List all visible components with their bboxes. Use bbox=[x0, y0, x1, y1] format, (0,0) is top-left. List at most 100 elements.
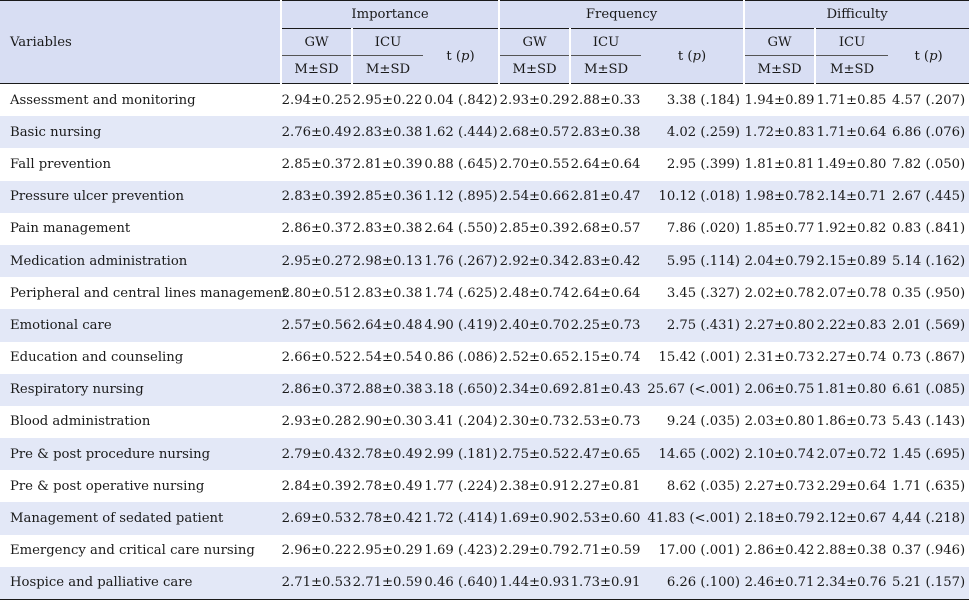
importance-icu-cell: 2.78±0.49 bbox=[352, 438, 423, 471]
difficulty-icu-cell: 2.27±0.74 bbox=[816, 350, 887, 366]
importance-header: Importance bbox=[279, 0, 500, 29]
row-label: Assessment and monitoring bbox=[10, 92, 196, 108]
frequency-icu-cell: 2.64±0.64 bbox=[570, 156, 641, 172]
importance-icu-cell: 2.78±0.49 bbox=[352, 478, 423, 494]
importance-t-cell: 1.76 (.267) bbox=[423, 244, 500, 278]
frequency-gw-cell: 1.44±0.93 bbox=[499, 566, 571, 600]
difficulty-gw-cell: 2.86±0.42 bbox=[744, 543, 815, 559]
frequency-icu-cell: 2.25±0.73 bbox=[570, 309, 642, 342]
variables-header: Variables bbox=[0, 0, 281, 84]
row-label: Pre & post procedure nursing bbox=[0, 438, 281, 471]
row-label: Pain management bbox=[10, 221, 131, 237]
difficulty-t-cell: 5.43 (.143) bbox=[891, 414, 966, 430]
importance-icu-cell: 2.83±0.38 bbox=[352, 221, 423, 237]
difficulty-t-cell: 0.35 (.950) bbox=[891, 285, 966, 301]
importance-t-cell: 1.69 (.423) bbox=[424, 543, 498, 559]
importance-icu-cell: 2.95±0.22 bbox=[352, 92, 423, 108]
importance-t-cell: 0.04 (.842) bbox=[424, 92, 498, 108]
frequency-icu-cell: 2.81±0.43 bbox=[570, 373, 642, 406]
row-label: Respiratory nursing bbox=[0, 373, 281, 406]
row-label: Emergency and critical care nursing bbox=[10, 543, 255, 559]
importance-t-cell: 0.88 (.645) bbox=[424, 156, 498, 172]
importance-t-cell: 2.99 (.181) bbox=[423, 438, 500, 471]
difficulty-gw-cell: 1.94±0.89 bbox=[744, 92, 815, 108]
difficulty-gw-cell: 2.46±0.71 bbox=[744, 566, 816, 600]
difficulty-icu-cell: 1.49±0.80 bbox=[816, 156, 887, 172]
difficulty-icu-cell: 1.92±0.82 bbox=[816, 221, 887, 237]
frequency-icu-cell: 2.81±0.47 bbox=[570, 180, 642, 213]
importance-gw-cell: 2.86±0.37 bbox=[281, 221, 352, 237]
difficulty-icu-cell: 2.14±0.71 bbox=[815, 180, 889, 213]
importance-t-cell: 1.62 (.444) bbox=[423, 116, 500, 149]
difficulty-gw-cell: 2.06±0.75 bbox=[744, 373, 816, 406]
table-row: Hospice and palliative care 2.71±0.53 2.71… bbox=[0, 566, 969, 600]
importance-t-cell: 2.64 (.550) bbox=[424, 221, 498, 237]
difficulty-t-cell: 5.21 (.157) bbox=[888, 566, 969, 600]
difficulty-gw-cell: 2.27±0.73 bbox=[744, 478, 815, 494]
table-row: Medication administration 2.95±0.27 2.98±0… bbox=[0, 244, 969, 278]
frequency-gw-cell: 2.38±0.91 bbox=[499, 478, 570, 494]
frequency-gw-cell: 2.52±0.65 bbox=[499, 350, 570, 366]
importance-icu-cell: 2.88±0.38 bbox=[352, 373, 423, 406]
frequency-t-cell: 25.67 (<.001) bbox=[641, 373, 745, 406]
frequency-gw-cell: 1.69±0.90 bbox=[499, 502, 571, 535]
importance-t-cell: 3.41 (.204) bbox=[424, 414, 498, 430]
importance-gw-cell: 2.80±0.51 bbox=[281, 285, 352, 301]
difficulty-t-cell: 5.14 (.162) bbox=[888, 244, 969, 278]
difficulty-icu-cell: 1.86±0.73 bbox=[816, 414, 887, 430]
importance-gw-cell: 2.79±0.43 bbox=[281, 438, 352, 471]
difficulty-gw-cell: 2.02±0.78 bbox=[744, 285, 815, 301]
frequency-t-header: t (p) bbox=[641, 28, 745, 84]
t-p-label: t (p) bbox=[914, 48, 943, 64]
frequency-icu-cell: 2.64±0.64 bbox=[570, 285, 641, 301]
difficulty-t-cell: 4,44 (.218) bbox=[888, 502, 969, 535]
difficulty-icu-msd: M±SD bbox=[814, 55, 889, 84]
frequency-gw-cell: 2.68±0.57 bbox=[499, 116, 571, 149]
table-row: Assessment and monitoring 2.94±0.25 2.95±0… bbox=[0, 84, 969, 117]
t-p-label: t (p) bbox=[677, 48, 707, 64]
difficulty-t-cell: 1.45 (.695) bbox=[888, 438, 969, 471]
difficulty-icu-cell: 2.34±0.76 bbox=[815, 566, 889, 600]
row-label: Blood administration bbox=[10, 414, 151, 430]
row-label: Emotional care bbox=[0, 309, 281, 342]
difficulty-t-cell: 2.01 (.569) bbox=[888, 309, 969, 342]
table-body: Assessment and monitoring 2.94±0.25 2.95±0… bbox=[0, 84, 969, 600]
row-label: Pressure ulcer prevention bbox=[0, 180, 281, 213]
importance-icu-cell: 2.64±0.48 bbox=[352, 309, 423, 342]
importance-icu-cell: 2.81±0.39 bbox=[352, 156, 423, 172]
difficulty-icu-cell: 2.88±0.38 bbox=[816, 543, 887, 559]
frequency-t-cell: 14.65 (.002) bbox=[641, 438, 745, 471]
importance-icu-cell: 2.98±0.13 bbox=[352, 244, 423, 278]
frequency-t-cell: 17.00 (.001) bbox=[658, 543, 741, 559]
difficulty-icu-header: ICU bbox=[814, 28, 889, 56]
frequency-icu-cell: 2.83±0.38 bbox=[570, 116, 642, 149]
difficulty-icu-cell: 1.71±0.85 bbox=[816, 92, 887, 108]
frequency-icu-cell: 2.47±0.65 bbox=[570, 438, 642, 471]
frequency-t-cell: 10.12 (.018) bbox=[641, 180, 745, 213]
importance-t-cell: 1.77 (.224) bbox=[424, 478, 498, 494]
frequency-gw-cell: 2.34±0.69 bbox=[499, 373, 571, 406]
table-row: Respiratory nursing 2.86±0.37 2.88±0.38 3.1… bbox=[0, 373, 969, 406]
frequency-t-cell: 15.42 (.001) bbox=[658, 350, 741, 366]
frequency-icu-cell: 2.27±0.81 bbox=[570, 478, 641, 494]
importance-gw-cell: 2.71±0.53 bbox=[281, 566, 352, 600]
difficulty-t-cell: 2.67 (.445) bbox=[888, 180, 969, 213]
table-row: Pre & post operative nursing 2.84±0.39 2.7… bbox=[0, 470, 969, 502]
frequency-gw-cell: 2.75±0.52 bbox=[499, 438, 571, 471]
row-label: Management of sedated patient bbox=[0, 502, 281, 535]
frequency-gw-cell: 2.48±0.74 bbox=[499, 285, 570, 301]
difficulty-icu-cell: 2.15±0.89 bbox=[815, 244, 889, 278]
frequency-t-cell: 5.95 (.114) bbox=[641, 244, 745, 278]
frequency-t-cell: 8.62 (.035) bbox=[666, 478, 741, 494]
importance-t-header: t (p) bbox=[423, 28, 500, 84]
difficulty-icu-cell: 1.71±0.64 bbox=[815, 116, 889, 149]
difficulty-icu-cell: 2.12±0.67 bbox=[815, 502, 889, 535]
importance-t-cell: 0.46 (.640) bbox=[423, 566, 500, 600]
importance-icu-cell: 2.90±0.30 bbox=[352, 414, 423, 430]
table-row: Management of sedated patient 2.69±0.53 2.… bbox=[0, 502, 969, 535]
importance-icu-cell: 2.95±0.29 bbox=[352, 543, 423, 559]
difficulty-t-cell: 6.61 (.085) bbox=[888, 373, 969, 406]
importance-t-cell: 1.12 (.895) bbox=[423, 180, 500, 213]
table-row: Basic nursing 2.76±0.49 2.83±0.38 1.62 (.44… bbox=[0, 116, 969, 149]
frequency-t-cell: 7.86 (.020) bbox=[666, 221, 741, 237]
